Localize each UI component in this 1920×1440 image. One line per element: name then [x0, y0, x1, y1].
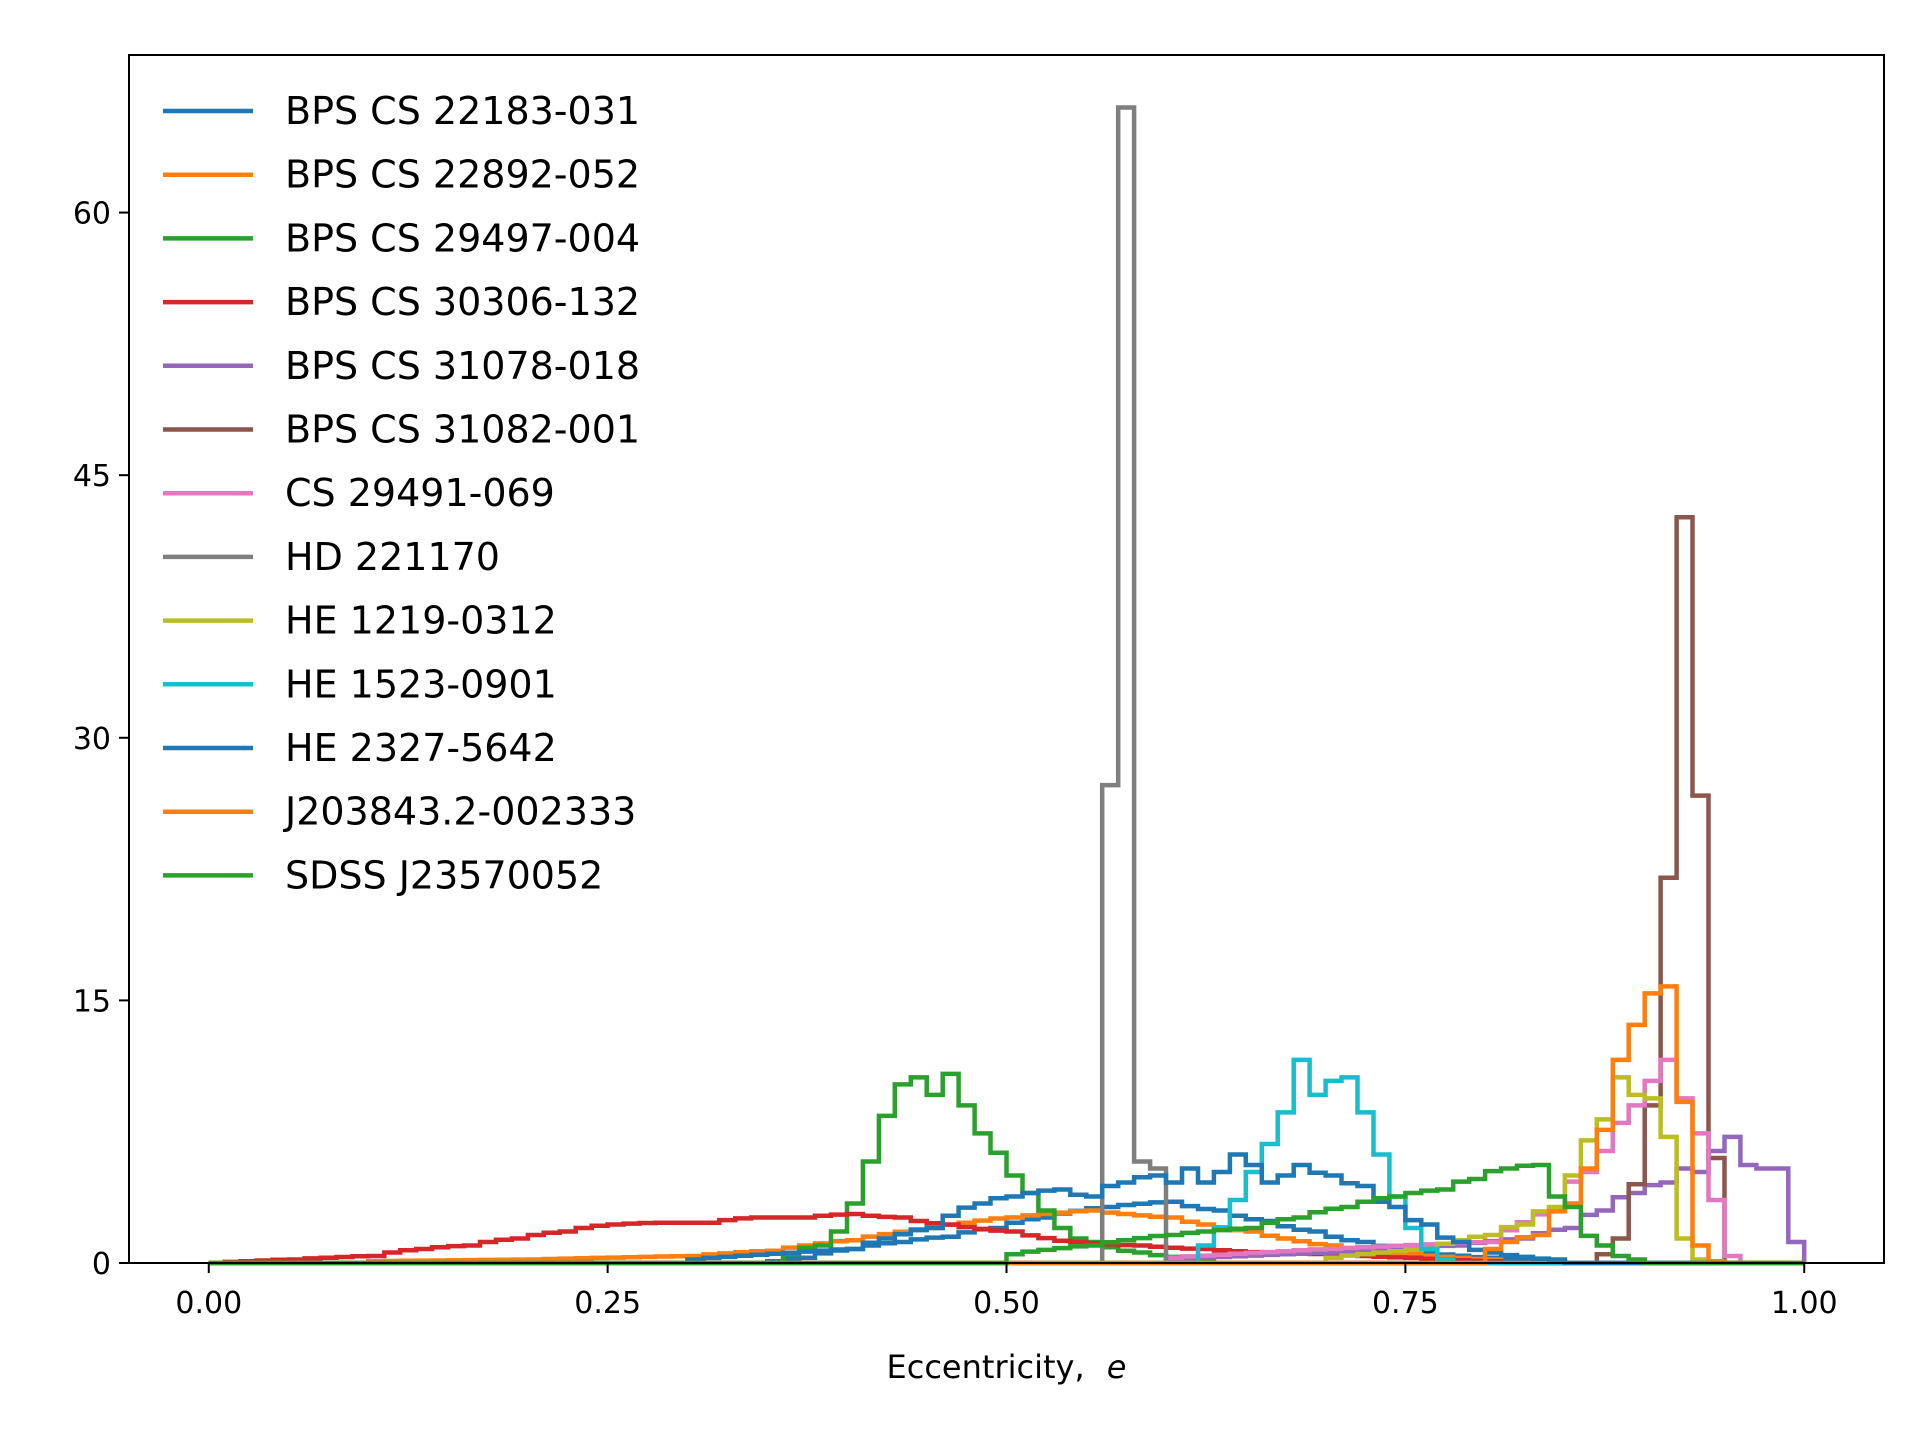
legend-entry-label: BPS CS 30306-132 [285, 280, 640, 324]
y-axis-ticks: 0 15 30 45 60 [73, 197, 129, 1282]
x-axis-label-symbol: e [1107, 1348, 1127, 1386]
x-tick-label: 0.25 [574, 1286, 641, 1321]
legend-entry-label: SDSS J23570052 [285, 853, 603, 897]
y-tick-label: 15 [73, 984, 111, 1019]
legend-entry-label: BPS CS 31082-001 [285, 408, 640, 452]
y-tick-label: 45 [73, 459, 111, 494]
series-line-1 [208, 1208, 1805, 1266]
legend: BPS CS 22183-031 BPS CS 22892-052 BPS CS 2… [163, 89, 640, 897]
x-tick-label: 0.50 [973, 1286, 1040, 1321]
legend-entry-label: HE 2327-5642 [285, 726, 557, 770]
series-line-3 [208, 1211, 1805, 1266]
legend-entry-label: HE 1523-0901 [285, 662, 557, 706]
legend-entry-label: J203843.2-002333 [283, 790, 636, 834]
legend-entry-label: HD 221170 [285, 535, 500, 579]
y-tick-label: 0 [92, 1247, 111, 1282]
legend-entry-label: BPS CS 22892-052 [285, 153, 640, 197]
x-tick-label: 0.00 [175, 1286, 242, 1321]
y-tick-label: 60 [73, 197, 111, 232]
x-axis-label: Eccentricity, e [887, 1348, 1127, 1386]
x-tick-label: 1.00 [1771, 1286, 1838, 1321]
x-tick-label: 0.75 [1372, 1286, 1439, 1321]
x-axis-label-text: Eccentricity, [887, 1348, 1085, 1386]
series-line-2 [208, 1071, 1805, 1266]
legend-entry-label: BPS CS 31078-018 [285, 344, 640, 388]
legend-entry-label: BPS CS 29497-004 [285, 216, 640, 260]
x-axis-ticks: 0.00 0.25 0.50 0.75 1.00 [175, 1263, 1838, 1321]
legend-entry-label: CS 29491-069 [285, 471, 555, 515]
y-tick-label: 30 [73, 722, 111, 757]
legend-entry-label: BPS CS 22183-031 [285, 89, 640, 133]
legend-entry-label: HE 1219-0312 [285, 599, 557, 643]
